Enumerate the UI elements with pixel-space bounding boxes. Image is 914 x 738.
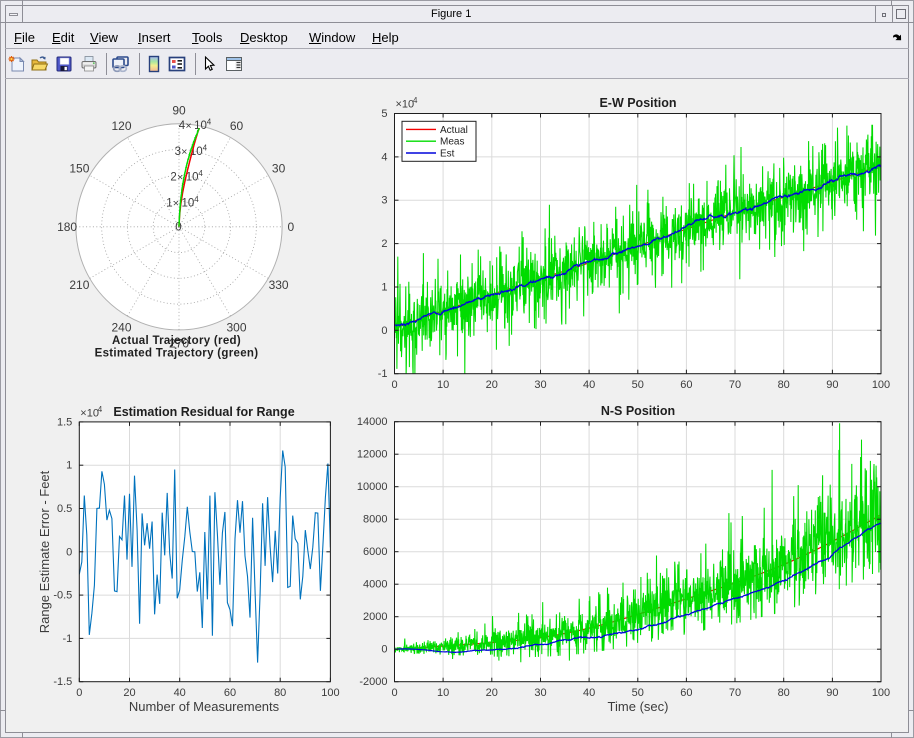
svg-text:60: 60 <box>230 119 244 133</box>
svg-text:90: 90 <box>826 379 838 391</box>
svg-text:Actual: Actual <box>440 125 468 136</box>
svg-text:70: 70 <box>729 687 741 699</box>
svg-text:120: 120 <box>111 119 131 133</box>
svg-text:12000: 12000 <box>357 449 388 461</box>
svg-text:×10: ×10 <box>80 408 99 420</box>
svg-text:50: 50 <box>632 687 644 699</box>
svg-text:E-W Position: E-W Position <box>599 96 676 110</box>
svg-text:0: 0 <box>391 379 397 391</box>
svg-text:4: 4 <box>198 169 203 178</box>
svg-text:10: 10 <box>437 379 449 391</box>
svg-text:0: 0 <box>175 222 181 234</box>
svg-text:-1: -1 <box>378 368 388 380</box>
svg-text:Number of Measurements: Number of Measurements <box>129 699 280 714</box>
svg-text:40: 40 <box>174 687 186 699</box>
svg-text:Estimated Trajectory (green): Estimated Trajectory (green) <box>95 348 259 360</box>
svg-text:×: × <box>181 146 187 158</box>
svg-text:Range Estimate Error - Feet: Range Estimate Error - Feet <box>37 470 52 633</box>
svg-text:40: 40 <box>583 687 595 699</box>
svg-text:4: 4 <box>179 120 186 132</box>
svg-text:-1.5: -1.5 <box>53 676 72 688</box>
svg-text:0: 0 <box>381 644 387 656</box>
svg-text:60: 60 <box>680 687 692 699</box>
svg-text:1: 1 <box>166 197 172 209</box>
svg-text:6000: 6000 <box>363 546 387 558</box>
svg-text:4: 4 <box>203 143 208 152</box>
svg-text:90: 90 <box>172 103 186 117</box>
svg-text:150: 150 <box>69 162 89 176</box>
svg-text:×10: ×10 <box>396 99 415 111</box>
svg-text:4000: 4000 <box>363 579 387 591</box>
svg-text:30: 30 <box>272 162 286 176</box>
svg-text:180: 180 <box>57 220 77 234</box>
svg-text:4: 4 <box>98 405 103 414</box>
svg-text:10000: 10000 <box>357 481 388 493</box>
svg-text:N-S Position: N-S Position <box>601 404 675 418</box>
svg-text:×: × <box>177 172 183 184</box>
svg-text:210: 210 <box>69 278 89 292</box>
svg-text:300: 300 <box>226 321 246 335</box>
svg-text:50: 50 <box>632 379 644 391</box>
svg-text:30: 30 <box>534 379 546 391</box>
svg-text:100: 100 <box>872 687 890 699</box>
svg-text:4: 4 <box>381 151 387 163</box>
svg-text:Estimation Residual for Range: Estimation Residual for Range <box>113 405 294 419</box>
svg-text:4: 4 <box>194 195 199 204</box>
svg-text:80: 80 <box>274 687 286 699</box>
svg-text:0: 0 <box>381 325 387 337</box>
svg-text:10: 10 <box>186 172 199 184</box>
svg-text:60: 60 <box>680 379 692 391</box>
svg-text:Est: Est <box>440 149 455 160</box>
svg-text:10: 10 <box>437 687 449 699</box>
svg-text:1.5: 1.5 <box>57 416 72 428</box>
svg-text:1: 1 <box>381 282 387 294</box>
svg-text:0: 0 <box>391 687 397 699</box>
svg-text:0: 0 <box>76 687 82 699</box>
svg-text:-1: -1 <box>63 633 73 645</box>
svg-text:Time (sec): Time (sec) <box>608 699 669 714</box>
svg-text:100: 100 <box>321 687 339 699</box>
svg-text:8000: 8000 <box>363 514 387 526</box>
svg-text:-2000: -2000 <box>359 676 387 688</box>
svg-text:30: 30 <box>534 687 546 699</box>
svg-text:3: 3 <box>381 195 387 207</box>
svg-text:Meas: Meas <box>440 137 464 148</box>
svg-text:14000: 14000 <box>357 416 388 428</box>
svg-text:1: 1 <box>66 460 72 472</box>
svg-text:0: 0 <box>288 220 295 234</box>
svg-text:4: 4 <box>207 118 212 127</box>
svg-text:4: 4 <box>413 96 418 105</box>
svg-text:80: 80 <box>778 687 790 699</box>
svg-text:20: 20 <box>486 379 498 391</box>
svg-text:×: × <box>186 120 192 132</box>
svg-text:3: 3 <box>175 146 181 158</box>
svg-text:5: 5 <box>381 108 387 120</box>
svg-text:90: 90 <box>826 687 838 699</box>
svg-text:2: 2 <box>381 238 387 250</box>
svg-text:60: 60 <box>224 687 236 699</box>
svg-text:×: × <box>173 197 179 209</box>
svg-text:270: 270 <box>169 336 189 350</box>
svg-text:Actual Trajectory (red): Actual Trajectory (red) <box>112 335 241 347</box>
svg-text:0: 0 <box>66 546 72 558</box>
svg-text:10: 10 <box>194 120 207 132</box>
svg-text:100: 100 <box>872 379 890 391</box>
svg-text:40: 40 <box>583 379 595 391</box>
svg-text:80: 80 <box>778 379 790 391</box>
svg-text:20: 20 <box>123 687 135 699</box>
svg-text:20: 20 <box>486 687 498 699</box>
svg-text:240: 240 <box>111 321 131 335</box>
svg-text:2000: 2000 <box>363 611 387 623</box>
svg-text:-0.5: -0.5 <box>53 590 72 602</box>
svg-text:70: 70 <box>729 379 741 391</box>
svg-text:2: 2 <box>170 172 176 184</box>
svg-text:330: 330 <box>269 278 289 292</box>
svg-text:0.5: 0.5 <box>57 503 72 515</box>
svg-text:10: 10 <box>182 197 195 209</box>
